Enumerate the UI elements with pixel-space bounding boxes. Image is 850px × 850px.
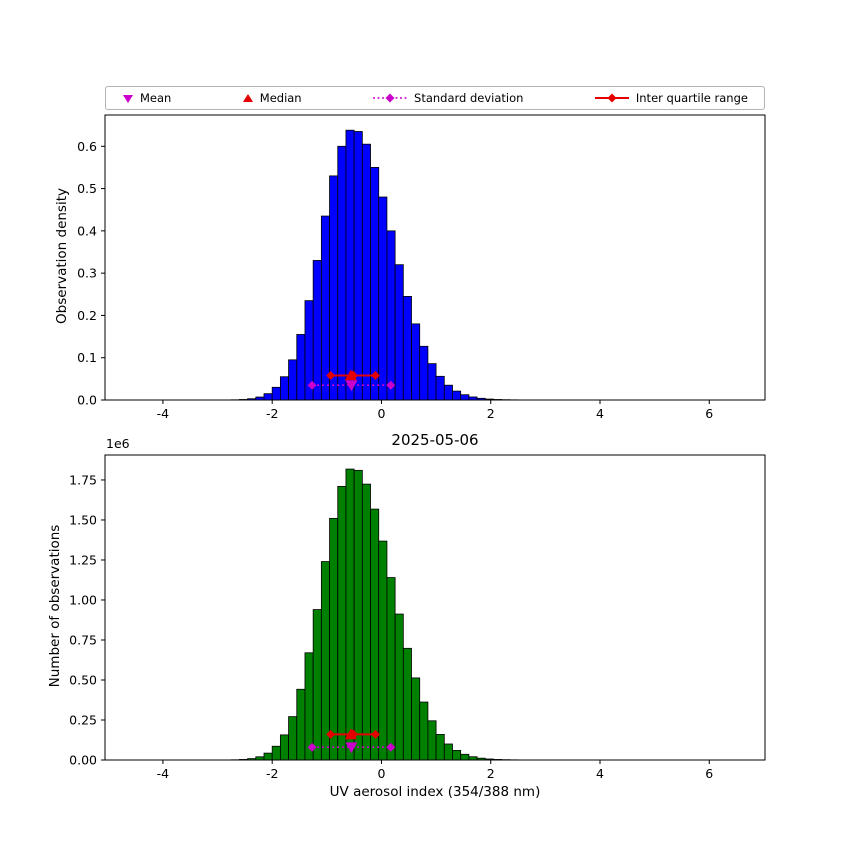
density-histogram-mean-marker	[345, 380, 358, 392]
triangle-up-icon	[242, 93, 253, 102]
counts-histogram-iqr-right-marker	[370, 729, 380, 739]
legend: Mean Median Standard deviation Inter qua…	[105, 86, 765, 110]
diamond-dotted-line-icon	[373, 93, 408, 103]
triangle-down-icon	[123, 94, 133, 103]
legend-item-iqr: Inter quartile range	[594, 91, 748, 105]
svg-text:0.25: 0.25	[69, 712, 97, 727]
counts-histogram-tick-labels: -4 -2 0 2 4 6 0.00 0.25 0.50 0.75 1.00 1.25 1.50 1.75	[69, 472, 713, 781]
density-histogram-ticks	[101, 145, 710, 404]
svg-text:0: 0	[377, 406, 385, 421]
svg-text:-4: -4	[157, 766, 170, 781]
y-axis-offset-label: 1e6	[106, 436, 130, 451]
svg-text:0.3: 0.3	[77, 266, 97, 281]
svg-text:2: 2	[487, 406, 495, 421]
svg-text:0.0: 0.0	[77, 393, 97, 408]
density-histogram-spines	[104, 114, 766, 401]
svg-text:4: 4	[596, 406, 604, 421]
legend-label-median: Median	[259, 91, 302, 105]
svg-text:1.75: 1.75	[69, 472, 97, 487]
counts-histogram-std-right-marker	[386, 742, 396, 752]
bottom-x-axis-label: UV aerosol index (354/388 nm)	[329, 784, 541, 800]
svg-text:0.1: 0.1	[77, 350, 97, 365]
svg-text:0: 0	[377, 766, 385, 781]
legend-item-median: Median	[242, 91, 302, 105]
density-histogram-tick-labels: -4 -2 0 2 4 6 0.0 0.1 0.2 0.3 0.4 0.5 0.6	[77, 139, 713, 421]
svg-text:0.75: 0.75	[69, 632, 97, 647]
legend-label-iqr: Inter quartile range	[635, 91, 748, 105]
svg-text:4: 4	[596, 766, 604, 781]
top-y-axis-label: Observation density	[54, 188, 70, 324]
svg-text:6: 6	[705, 406, 713, 421]
counts-histogram-ticks	[101, 479, 710, 764]
counts-histogram-mean-marker	[345, 742, 358, 754]
legend-item-std: Standard deviation	[372, 91, 523, 105]
svg-text:0.2: 0.2	[77, 308, 97, 323]
svg-text:1.50: 1.50	[69, 512, 97, 527]
svg-text:1.25: 1.25	[69, 552, 97, 567]
diamond-solid-line-icon	[594, 93, 629, 103]
bottom-chart-title: 2025-05-06	[391, 431, 479, 449]
counts-histogram-spines	[104, 454, 766, 761]
svg-text:0.50: 0.50	[69, 672, 97, 687]
counts-histogram-iqr-left-marker	[326, 729, 336, 739]
bottom-y-axis-label: Number of observations	[47, 524, 63, 688]
svg-text:6: 6	[705, 766, 713, 781]
svg-text:-2: -2	[266, 766, 278, 781]
density-histogram-median-marker	[344, 369, 357, 381]
density-histogram-std-left-marker	[307, 380, 317, 390]
svg-text:0.00: 0.00	[69, 753, 97, 768]
counts-histogram: -4 -2 0 2 4 6 0.00 0.25 0.50 0.75 1.00 1.25 1.50 1.75	[69, 454, 766, 781]
svg-text:-2: -2	[266, 406, 278, 421]
legend-label-std: Standard deviation	[414, 91, 524, 105]
svg-text:1.00: 1.00	[69, 592, 97, 607]
svg-text:0.4: 0.4	[77, 223, 97, 238]
counts-histogram-std-left-marker	[307, 742, 317, 752]
density-histogram-iqr-left-marker	[326, 370, 336, 380]
counts-histogram-bars	[230, 468, 519, 761]
density-histogram-iqr-right-marker	[370, 370, 380, 380]
svg-text:0.6: 0.6	[77, 139, 97, 154]
legend-label-mean: Mean	[140, 91, 172, 105]
svg-text:-4: -4	[157, 406, 170, 421]
density-histogram-bars	[230, 129, 519, 401]
legend-item-mean: Mean	[122, 91, 171, 105]
svg-text:0.5: 0.5	[77, 181, 97, 196]
counts-histogram-median-marker	[344, 728, 357, 740]
density-histogram-std-right-marker	[386, 380, 396, 390]
svg-text:2: 2	[487, 766, 495, 781]
density-histogram: -4 -2 0 2 4 6 0.0 0.1 0.2 0.3 0.4 0.5 0.6	[77, 114, 766, 421]
